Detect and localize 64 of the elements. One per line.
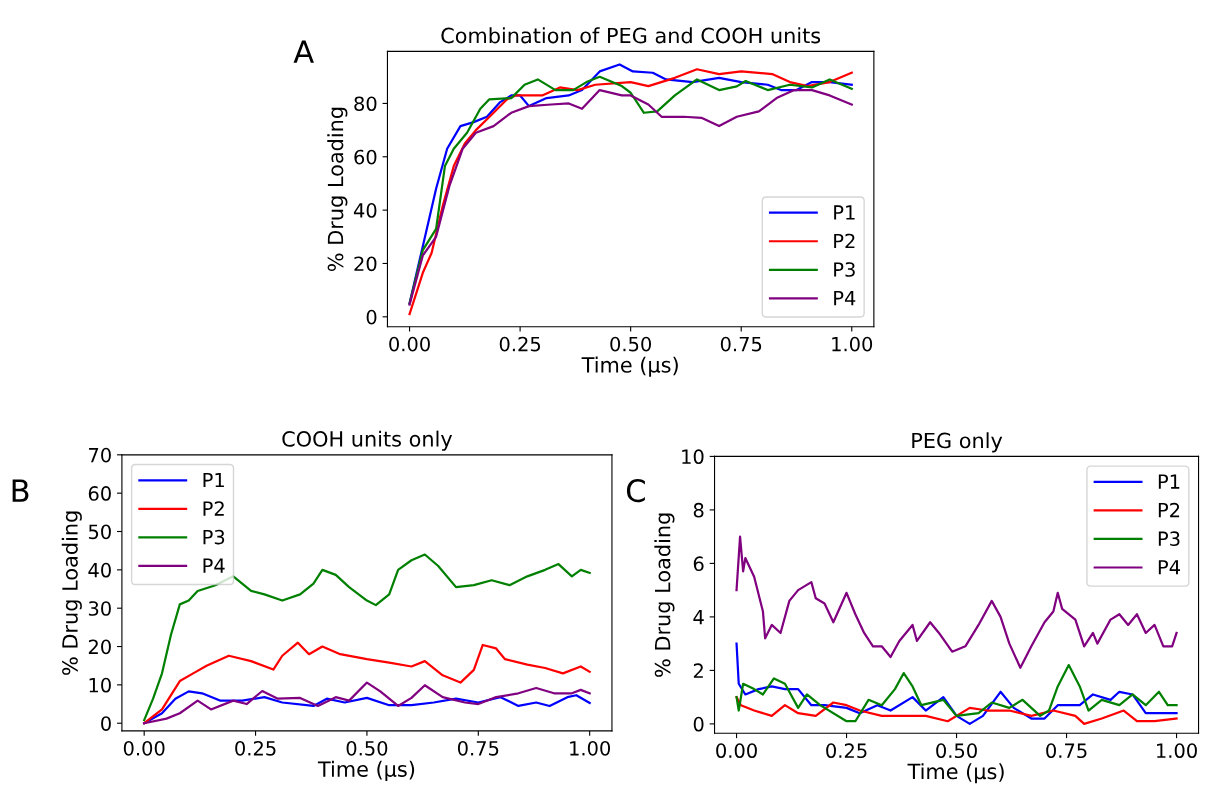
y-tick-label: 4: [693, 610, 704, 625]
legend-label: P2: [1158, 502, 1180, 518]
x-tick-label: 1.00: [1157, 743, 1197, 759]
y-tick-label: 10: [89, 677, 111, 693]
x-tick-label: 0.75: [1046, 743, 1087, 759]
legend-label: P2: [203, 501, 224, 516]
line-series: [143, 641, 591, 725]
text: A: [293, 40, 314, 63]
y-tick-label: 0: [101, 716, 111, 731]
x-tick-label: 0.50: [346, 740, 388, 756]
x-tick-label: 1.00: [832, 336, 873, 352]
x-tick-label: 1.00: [570, 740, 611, 756]
legend-label: P1: [1158, 474, 1180, 489]
legend-label: P1: [834, 205, 855, 220]
y-tick-label: 60: [354, 149, 377, 165]
legend-label: P3: [834, 262, 855, 277]
x-tick-label: 0.75: [457, 740, 499, 756]
y-tick-label: 10: [682, 449, 704, 465]
y-tick-label: 0: [693, 716, 704, 732]
y-tick-label: 70: [89, 447, 111, 463]
chart-title: PEG only: [912, 432, 1003, 453]
y-tick-label: 0: [366, 309, 377, 325]
y-axis-title: % Drug Loading: [327, 107, 348, 272]
x-tick-label: 0.25: [499, 336, 541, 352]
y-tick-label: 20: [88, 639, 111, 655]
x-axis-title: Time (µs): [317, 760, 415, 781]
text: C: [626, 479, 645, 503]
x-tick-label: 0.50: [936, 743, 977, 759]
y-tick-label: 60: [88, 486, 111, 501]
x-tick-label: 0.75: [720, 336, 762, 352]
x-tick-label: 0.50: [610, 336, 652, 352]
legend-label: P2: [834, 233, 855, 249]
line-series: [143, 681, 591, 725]
y-tick-label: 50: [88, 524, 111, 540]
legend-label: P1: [203, 472, 224, 488]
y-axis-title: % Drug Loading: [61, 511, 82, 675]
x-tick-label: 0.00: [716, 743, 757, 759]
x-tick-label: 0.00: [123, 740, 165, 756]
legend-label: P3: [203, 529, 225, 545]
line-series: [143, 553, 591, 722]
x-axis-title: Time (µs): [581, 356, 678, 377]
line-series: [735, 696, 1178, 725]
y-tick-label: 80: [354, 96, 377, 112]
legend-label: P4: [834, 290, 856, 306]
y-tick-label: 8: [693, 502, 704, 518]
line-series: [735, 642, 1178, 725]
chart-title: COOH units only: [282, 430, 453, 451]
x-tick-label: 0.25: [235, 740, 276, 756]
legend-label: P3: [1158, 531, 1180, 547]
y-tick-label: 6: [693, 556, 704, 572]
legend-label: P4: [1158, 560, 1180, 575]
y-tick-label: 20: [354, 256, 377, 272]
y-axis-title: % Drug Loading: [654, 513, 675, 677]
line-series: [735, 663, 1178, 723]
y-tick-label: 40: [88, 562, 111, 578]
y-tick-label: 40: [353, 203, 377, 218]
x-tick-label: 0.25: [826, 743, 867, 759]
x-axis-title: Time (µs): [907, 763, 1004, 784]
legend-label: P4: [203, 558, 225, 573]
y-tick-label: 2: [693, 663, 703, 678]
y-tick-label: 30: [88, 601, 111, 616]
chart-title: Combination of PEG and COOH units: [441, 27, 821, 44]
x-tick-label: 0.00: [389, 336, 430, 352]
text: B: [12, 479, 29, 502]
